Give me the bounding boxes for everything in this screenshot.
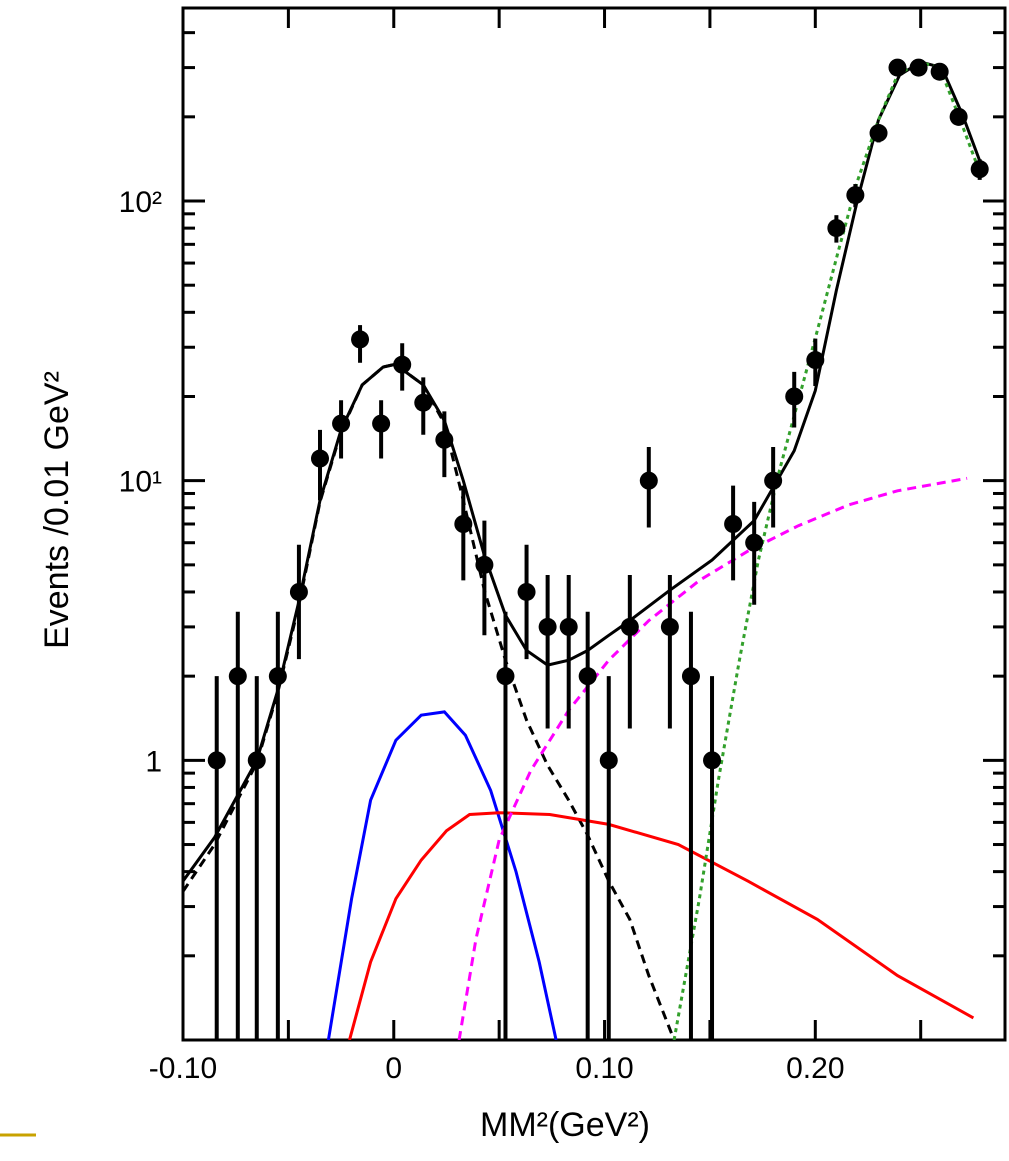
data-point [454, 515, 473, 533]
x-tick-label: 0.10 [575, 1052, 633, 1085]
data-point [311, 449, 329, 468]
data-point [496, 667, 515, 686]
data-point [228, 667, 247, 686]
data-point [806, 351, 825, 370]
data-point [639, 471, 658, 490]
data-point [703, 751, 722, 770]
fit-curve [183, 60, 986, 882]
data-point [846, 186, 865, 205]
data-point [949, 107, 968, 126]
y-tick-label: 10¹ [119, 466, 162, 499]
x-tick-label: 0 [385, 1052, 402, 1085]
data-point [559, 617, 578, 636]
data-point [930, 62, 949, 81]
data-point [681, 667, 700, 686]
data-point [660, 617, 679, 636]
data-point [620, 617, 639, 636]
data-point [351, 330, 370, 349]
fit-curve [457, 476, 968, 1040]
data-point [435, 430, 454, 449]
fit-curve [183, 363, 676, 1040]
fit-curve [326, 710, 558, 1040]
data-point [764, 471, 783, 490]
data-point [393, 355, 412, 374]
data-point [475, 555, 494, 574]
data-point [578, 667, 597, 686]
y-axis-label: Events /0.01 GeV² [38, 371, 76, 649]
data-point [888, 58, 907, 77]
data-point [785, 387, 804, 406]
data-point [827, 219, 846, 238]
y-tick-label: 10² [119, 186, 162, 219]
data-point [414, 393, 433, 412]
data-point [745, 533, 764, 552]
data-point [724, 515, 743, 533]
data-point [247, 751, 266, 770]
data-point [372, 414, 391, 433]
data-point [909, 58, 928, 77]
data-point [289, 582, 308, 601]
data-point [970, 160, 989, 179]
data-point [268, 667, 287, 686]
x-tick-label: 0.20 [786, 1052, 844, 1085]
plot-area [183, 58, 989, 1040]
data-point [332, 414, 351, 433]
data-point [869, 124, 888, 143]
data-point [538, 617, 557, 636]
fit-curve [348, 811, 975, 1040]
plot-frame [181, 6, 1007, 1042]
data-point [599, 751, 618, 770]
y-tick-label: 1 [145, 745, 162, 778]
x-tick-label: -0.10 [149, 1052, 217, 1085]
x-axis-label: MM²(GeV²) [480, 1106, 650, 1144]
data-point [207, 751, 226, 770]
data-point [517, 582, 536, 601]
